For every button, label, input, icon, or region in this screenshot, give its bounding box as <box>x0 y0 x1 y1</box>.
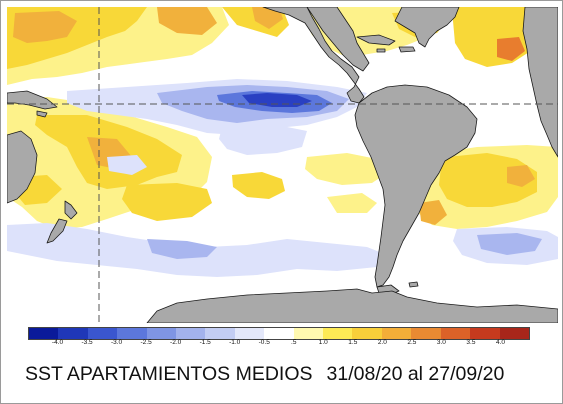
mexico-coast <box>306 7 370 72</box>
color-scale-segment <box>264 328 294 339</box>
color-scale-tick: -0.5 <box>258 339 270 346</box>
reference-lines <box>7 7 558 323</box>
color-scale-segment <box>293 328 324 339</box>
color-scale-tick: -2.0 <box>170 339 182 346</box>
color-scale-tick: -3.5 <box>81 339 93 346</box>
color-scale-segment <box>470 328 500 339</box>
eastern-us <box>394 7 460 48</box>
color-scale-segment <box>234 328 265 339</box>
color-scale-segment <box>29 328 59 339</box>
map-caption: SST APARTAMIENTOS MEDIOS 31/08/20 al 27/0… <box>25 363 504 386</box>
color-scale-segment <box>381 328 412 339</box>
south-america <box>354 84 478 288</box>
australia <box>7 130 38 204</box>
color-scale-segment <box>499 328 529 339</box>
color-scale-segment <box>87 328 118 339</box>
color-scale-tick: 4.0 <box>495 339 505 346</box>
hispaniola <box>398 46 416 53</box>
antarctica <box>146 288 558 323</box>
color-scale-tick: 3.5 <box>466 339 476 346</box>
color-scale-segment <box>440 328 471 339</box>
color-scale-segment <box>117 328 147 339</box>
color-scale-tick: 1.5 <box>348 339 358 346</box>
color-scale-tick: -4.0 <box>51 339 64 346</box>
color-scale-ticks: -4.0 -3.5 -3.0 -2.5 -2.0 -1.5 -1.0 -0.5 .5 1.0 1.5… <box>28 339 530 351</box>
pacific-islands <box>36 110 48 118</box>
new-zealand-south <box>46 218 68 244</box>
new-zealand-north <box>64 200 78 220</box>
color-scale-tick: 2.5 <box>407 339 417 346</box>
color-scale-tick: -1.5 <box>199 339 211 346</box>
land <box>7 7 558 323</box>
africa <box>522 7 558 158</box>
color-scale-tick: .5 <box>291 339 297 346</box>
color-scale-segment <box>205 328 235 339</box>
color-scale-segment <box>176 328 206 339</box>
color-scale-segment <box>352 328 382 339</box>
color-scale-tick: 2.0 <box>377 339 387 346</box>
color-scale-tick: -1.0 <box>229 339 241 346</box>
color-scale-segment <box>58 328 88 339</box>
cuba <box>356 34 396 46</box>
cool-anomalies <box>7 79 558 277</box>
falklands <box>408 281 419 288</box>
color-scale-bar <box>28 327 530 340</box>
color-scale-tick: -3.0 <box>110 339 123 346</box>
color-scale-segment <box>323 328 353 339</box>
color-scale-tick: -2.5 <box>140 339 152 346</box>
color-scale-segment <box>146 328 177 339</box>
caption-title: SST APARTAMIENTOS MEDIOS <box>25 363 313 385</box>
color-scale-tick: 1.0 <box>318 339 328 346</box>
color-scale-tick: 3.0 <box>436 339 446 346</box>
caption-period: 31/08/20 al 27/09/20 <box>326 363 505 385</box>
color-scale-segment <box>411 328 441 339</box>
sst-anomaly-map <box>7 7 558 323</box>
jamaica <box>376 48 386 53</box>
